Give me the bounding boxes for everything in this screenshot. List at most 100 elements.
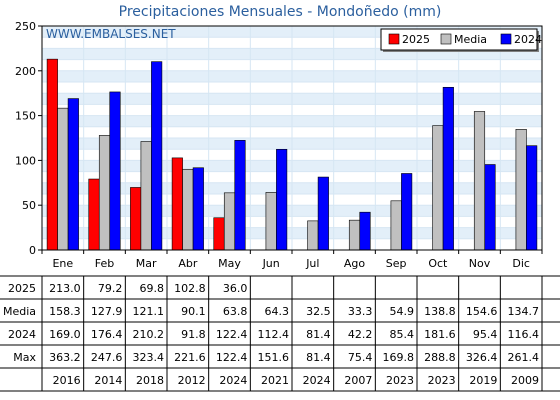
table-cell: 221.6 [174, 351, 206, 364]
x-tick-label-ene: Ene [52, 257, 73, 270]
bar-2025-may [213, 217, 225, 251]
x-tick-label-sep: Sep [386, 257, 407, 270]
bar-media-oct [432, 125, 444, 251]
table-cell: 176.4 [91, 328, 123, 341]
legend: 2025 Media 2024 [380, 28, 542, 52]
y-tick-label: 150 [15, 110, 36, 123]
table-cell: 122.4 [216, 351, 248, 364]
data-table: 2025 213.0 79.2 69.8 102.8 36.0 Media 158.3 127.… [0, 275, 560, 392]
chart-title: Precipitaciones Mensuales - Mondoñedo (m… [119, 4, 442, 20]
table-cell: 54.9 [390, 305, 415, 318]
table-cell: 169.8 [383, 351, 415, 364]
table-cell: 138.8 [424, 305, 456, 318]
bar-media-dic [515, 129, 527, 251]
table-cell: 2012 [178, 374, 206, 387]
table-cell: 90.1 [181, 305, 206, 318]
table-cell: 151.6 [258, 351, 290, 364]
table-cell: 323.4 [133, 351, 165, 364]
x-tick-label-jun: Jun [262, 257, 280, 270]
bar-2025-feb [88, 178, 100, 251]
x-tick-label-nov: Nov [469, 257, 491, 270]
bar-media-ago [348, 219, 361, 251]
table-cell: 2024 [219, 374, 247, 387]
bar-2024-abr [192, 167, 204, 251]
legend-label-2025: 2025 [402, 33, 430, 46]
table-cell: 2009 [511, 374, 539, 387]
bar-2024-nov [484, 164, 496, 251]
watermark: WWW.EMBALSES.NET [46, 27, 176, 41]
table-cell: 127.9 [91, 305, 123, 318]
bar-2025-ene [46, 58, 58, 251]
table-cell: 32.5 [306, 305, 331, 318]
table-row-label: Max [13, 351, 36, 364]
axes: 0 50 100 150 200 250 Ene Feb Mar Abr May Jun Jul Ago S… [15, 20, 543, 270]
y-tick-label: 0 [29, 244, 36, 257]
table-cell: 69.8 [140, 282, 165, 295]
legend-label-2024: 2024 [514, 33, 542, 46]
table-cell: 81.4 [306, 351, 331, 364]
bar-2024-jul [317, 176, 329, 251]
table-row-label: Media [3, 305, 36, 318]
bar-2024-sep [401, 173, 413, 251]
legend-label-media: Media [454, 33, 487, 46]
x-tick-label-mar: Mar [136, 257, 157, 270]
y-tick-label: 100 [15, 154, 36, 167]
table-cell: 42.2 [348, 328, 373, 341]
table-cell: 363.2 [49, 351, 81, 364]
table-cell: 2007 [344, 374, 372, 387]
table-cell: 63.8 [223, 305, 248, 318]
table-cell: 213.0 [49, 282, 81, 295]
table-cell: 85.4 [390, 328, 415, 341]
table-cell: 91.8 [181, 328, 206, 341]
table-cell: 2016 [53, 374, 81, 387]
table-cell: 154.6 [466, 305, 498, 318]
bar-2024-feb [109, 91, 121, 251]
table-cell: 2023 [428, 374, 456, 387]
table-cell: 247.6 [91, 351, 123, 364]
legend-swatch-2025 [388, 33, 400, 45]
table-cell: 122.4 [216, 328, 248, 341]
table-background [0, 276, 560, 391]
bar-media-jun [265, 192, 277, 251]
table-row-label: 2025 [8, 282, 36, 295]
table-cell: 2021 [261, 374, 289, 387]
table-cell: 2019 [469, 374, 497, 387]
bar-media-sep [390, 200, 402, 251]
bar-media-may [223, 192, 236, 251]
table-cell: 81.4 [306, 328, 331, 341]
bar-2024-oct [442, 86, 454, 251]
bar-media-mar [140, 141, 152, 251]
x-tick-label-feb: Feb [95, 257, 114, 270]
table-cell: 210.2 [133, 328, 165, 341]
y-tick-label: 200 [15, 65, 36, 78]
table-cell: 95.4 [473, 328, 498, 341]
table-cell: 2014 [94, 374, 122, 387]
table-cell: 2018 [136, 374, 164, 387]
x-tick-label-dic: Dic [512, 257, 530, 270]
table-cell: 326.4 [466, 351, 498, 364]
bar-2024-may [234, 140, 246, 251]
table-cell: 181.6 [424, 328, 456, 341]
bar-2025-mar [130, 187, 142, 251]
bar-2024-ene [67, 98, 79, 251]
grid [42, 26, 542, 250]
table-cell: 121.1 [133, 305, 165, 318]
table-cell: 75.4 [348, 351, 373, 364]
table-cell: 116.4 [508, 328, 540, 341]
bars [46, 58, 538, 251]
bar-media-abr [182, 168, 194, 251]
table-cell: 2024 [303, 374, 331, 387]
table-cell: 261.4 [508, 351, 540, 364]
table-row-label: 2024 [8, 328, 36, 341]
x-tick-label-may: May [218, 257, 241, 270]
table-cell: 158.3 [49, 305, 81, 318]
bar-media-ene [57, 107, 69, 251]
table-cell: 2023 [386, 374, 414, 387]
x-tick-label-jul: Jul [305, 257, 319, 270]
bar-2024-mar [151, 61, 163, 251]
bar-2024-ago [359, 211, 371, 251]
table-cell: 288.8 [424, 351, 456, 364]
legend-box [380, 28, 538, 51]
bar-media-feb [98, 135, 111, 251]
